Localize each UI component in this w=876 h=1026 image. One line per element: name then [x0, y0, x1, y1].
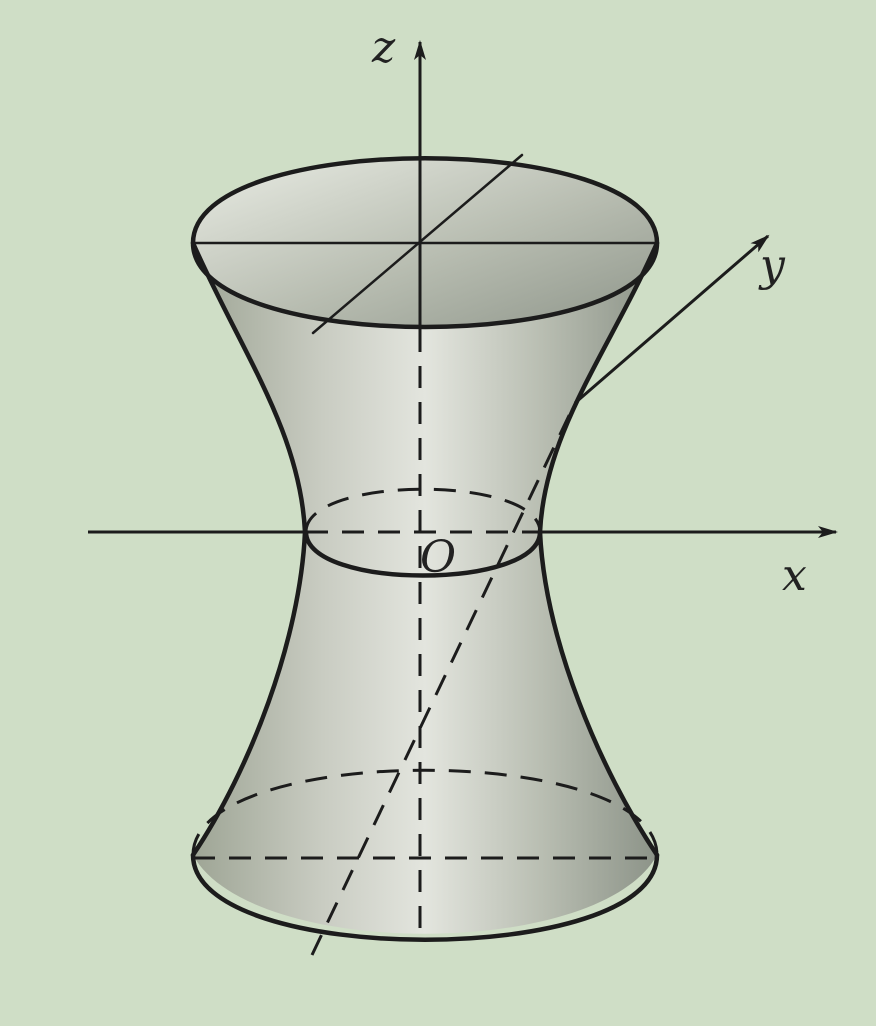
x-axis-label: x: [782, 550, 807, 601]
surface-outlines: [190, 153, 660, 942]
y-axis: [574, 234, 770, 405]
y-axis-label: y: [758, 240, 786, 291]
origin-label: O: [420, 532, 456, 583]
y-axis-hidden: [310, 402, 577, 956]
bottom-front-arc: [190, 852, 660, 942]
top-diagonal: [311, 153, 524, 335]
z-axis-label: z: [371, 22, 396, 73]
waist-front-arc: [303, 529, 543, 578]
axes: [88, 40, 838, 538]
hyperboloid-surface: [193, 243, 657, 934]
